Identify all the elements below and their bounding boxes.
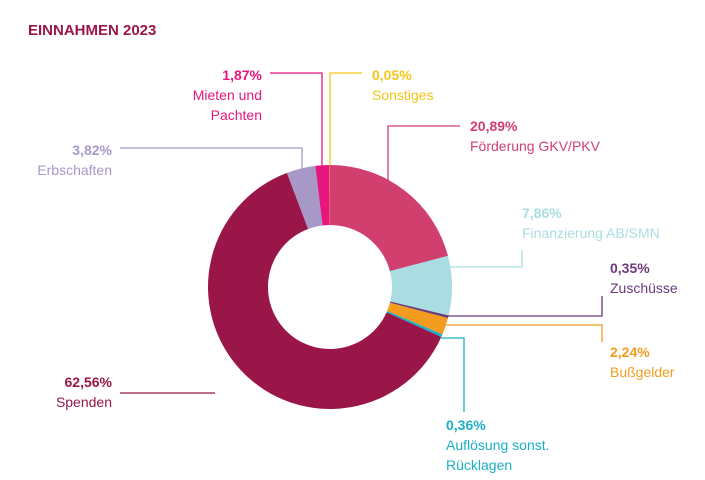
- data-label: 7,86% Finanzierung AB/SMN: [522, 203, 702, 243]
- donut-segment: [389, 301, 449, 319]
- data-label: 0,05% Sonstiges: [372, 65, 522, 105]
- leader-line: [450, 250, 523, 268]
- leader-line: [120, 147, 303, 172]
- donut-segment: [207, 172, 442, 409]
- donut-segment: [286, 165, 323, 229]
- donut-segment: [387, 302, 448, 335]
- value-label: 0,05%: [372, 67, 412, 83]
- data-label: 3,82% Erbschaften: [12, 140, 112, 180]
- value-label: 1,87%: [222, 67, 262, 83]
- category-label: Spenden: [55, 394, 112, 410]
- category-label: Erbschaften: [37, 162, 112, 178]
- donut-segment: [386, 311, 443, 337]
- category-label: Förderung GKV/PKV: [470, 138, 600, 154]
- leader-line: [329, 72, 362, 165]
- category-label: Bußgelder: [610, 364, 675, 380]
- leader-line: [387, 125, 460, 185]
- value-label: 3,82%: [72, 142, 112, 158]
- donut-segment: [389, 255, 452, 316]
- data-label: 0,35% Zuschüsse: [610, 258, 700, 298]
- leader-line: [446, 324, 603, 342]
- value-label: 20,89%: [470, 118, 518, 134]
- donut-segment: [315, 165, 330, 226]
- leader-line: [448, 296, 603, 317]
- data-label: 2,24% Bußgelder: [610, 342, 700, 382]
- data-label: 0,36% Auflösung sonst. Rücklagen: [446, 415, 586, 475]
- category-label: Zuschüsse: [610, 280, 678, 296]
- leader-line: [270, 72, 323, 168]
- category-label: Finanzierung AB/SMN: [522, 225, 660, 241]
- data-label: 20,89% Förderung GKV/PKV: [470, 116, 670, 156]
- data-label: 62,56% Spenden: [12, 372, 112, 412]
- data-label: 1,87% Mieten und Pachten: [172, 65, 262, 125]
- value-label: 2,24%: [610, 344, 650, 360]
- donut-segment: [330, 165, 448, 272]
- chart-title: EINNAHMEN 2023: [28, 22, 157, 39]
- category-label: Mieten und Pachten: [192, 87, 262, 123]
- leader-line: [440, 337, 465, 412]
- value-label: 0,35%: [610, 260, 650, 276]
- value-label: 0,36%: [446, 417, 486, 433]
- value-label: 7,86%: [522, 205, 562, 221]
- category-label: Sonstiges: [372, 87, 434, 103]
- value-label: 62,56%: [64, 374, 112, 390]
- category-label: Auflösung sonst. Rücklagen: [446, 437, 550, 473]
